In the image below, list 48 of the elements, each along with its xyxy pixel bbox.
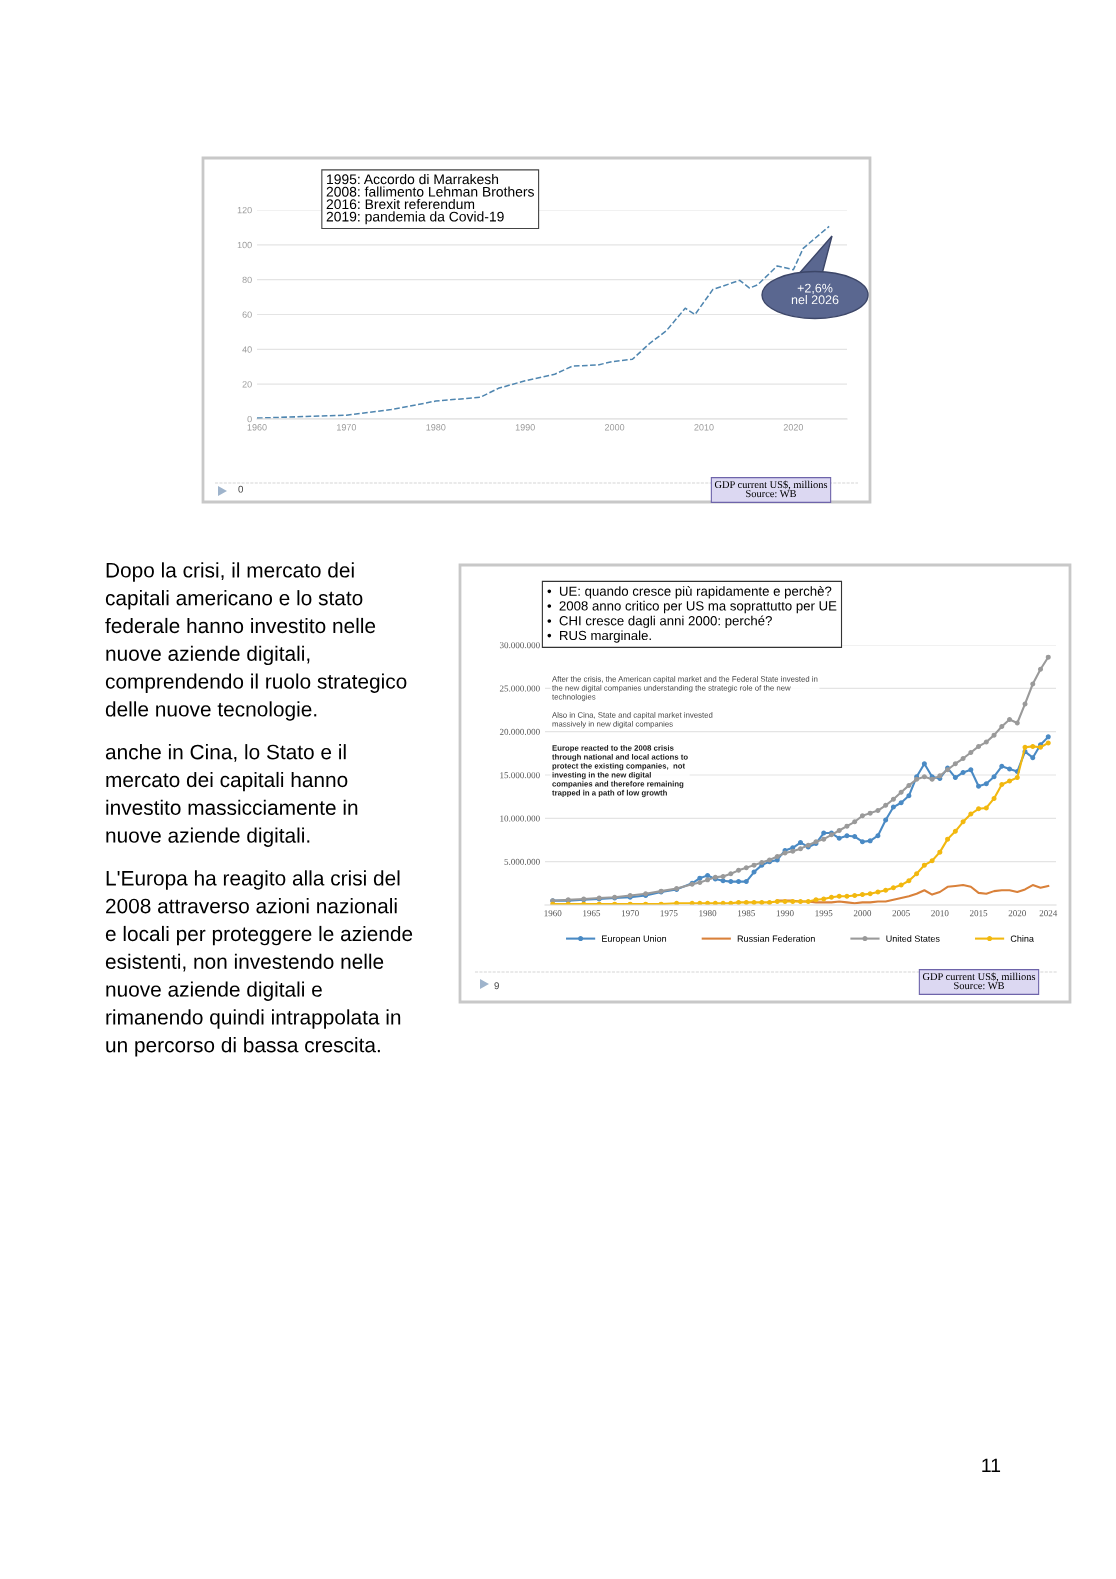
text: L'Europa ha reagito alla crisi del 2008 attraverso azioni nazionali e locali per proteggere le aziende esistenti, non investendo nelle nuove aziende digitali e rimanendo quindi intrappolata in un percorso di bassa crescita. xyxy=(105,870,413,1057)
x-tick-label: 1995 xyxy=(815,910,833,917)
y-tick-label: 20 xyxy=(242,381,252,388)
text: GDP current US$, millions Source: WB xyxy=(922,972,1036,990)
x-tick-label: 1960 xyxy=(247,424,267,431)
x-tick-label: 2010 xyxy=(694,424,714,431)
y-tick-label: 0 xyxy=(247,415,252,423)
x-tick-label: 1970 xyxy=(337,424,357,431)
legend-label: Russian Federation xyxy=(737,935,815,942)
legend-label: European Union xyxy=(602,935,667,944)
x-tick-label: 1960 xyxy=(544,910,562,917)
x-tick-label: 1965 xyxy=(583,910,601,917)
text: GDP current US$, millions Source: WB xyxy=(714,480,828,498)
y-tick-label: 25.000.000 xyxy=(499,685,540,692)
y-tick-label: 120 xyxy=(237,206,252,214)
y-tick-label: 100 xyxy=(237,241,252,249)
y-tick-label: 30.000.000 xyxy=(499,642,540,649)
x-tick-label: 1975 xyxy=(660,910,678,917)
text: 9 xyxy=(494,982,499,990)
x-tick-label: 2020 xyxy=(1008,910,1026,917)
y-tick-label: 20.000.000 xyxy=(499,728,540,735)
x-tick-label: 2024 xyxy=(1039,910,1058,917)
y-tick-label: 80 xyxy=(242,276,252,284)
x-tick-label: 2020 xyxy=(783,424,804,431)
text: anche in Cina, lo Stato e il mercato dei capitali hanno investito massicciamente in nuove aziende digitali. xyxy=(105,744,358,847)
x-tick-label: 1990 xyxy=(515,424,535,431)
x-tick-label: 2010 xyxy=(931,910,949,917)
annotation: +2,6% nel 2026 xyxy=(791,283,839,305)
legend-label: United States xyxy=(886,935,940,942)
y-tick-label: 15.000.000 xyxy=(500,772,540,779)
x-tick-label: 2000 xyxy=(853,910,872,917)
x-tick-label: 2005 xyxy=(892,910,910,917)
text: 11 xyxy=(982,1458,1001,1473)
x-tick-label: 1970 xyxy=(621,910,639,917)
annotation: 1995: Accordo di Marrakesh 2008: fallimento Lehman Brothers 2016: Brexit referendum 2019: pandemia da Covid-19 xyxy=(326,174,534,225)
x-tick-label: 1980 xyxy=(699,910,717,917)
x-tick-label: 2000 xyxy=(604,424,625,431)
x-tick-label: 1990 xyxy=(776,910,794,917)
y-tick-label: 60 xyxy=(242,311,252,318)
y-tick-label: 10.000.000 xyxy=(500,815,540,822)
y-tick-label: 40 xyxy=(242,346,252,353)
x-tick-label: 2015 xyxy=(969,910,988,917)
y-tick-label: 5.000.000 xyxy=(504,858,540,865)
x-tick-label: 1985 xyxy=(738,910,755,917)
text: • UE: quando cresce più rapidamente e perchè? • 2008 anno critico per US ma soprattutto per UE • CHI cresce dagli anni 2000: perché? • RUS marginale. xyxy=(547,586,837,643)
legend-label: China xyxy=(1010,935,1034,942)
x-tick-label: 1980 xyxy=(426,424,446,431)
text: Dopo la crisi, il mercato dei capitali americano e lo stato federale hanno investito nelle nuove aziende digitali, comprendendo il ruolo strategico delle nuove tecnologie. xyxy=(105,562,407,721)
